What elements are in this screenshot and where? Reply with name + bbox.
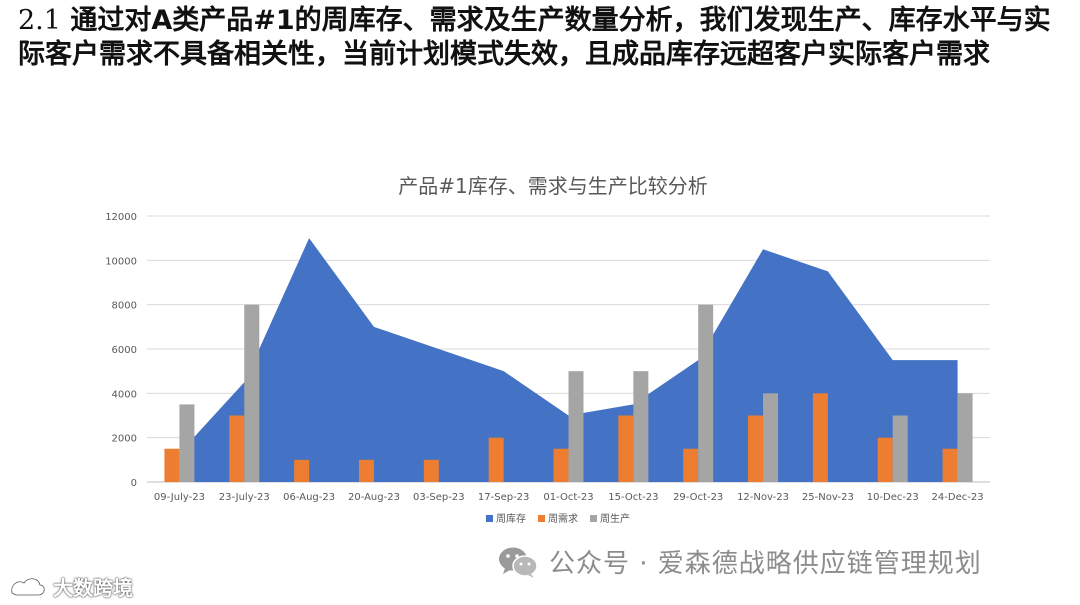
brand-logo-icon [10, 577, 46, 596]
bar-production [633, 371, 649, 482]
bar-production [179, 404, 195, 482]
brand-logo-text: 大数跨境 [53, 576, 133, 600]
legend-label: 周库存 [496, 512, 526, 525]
bar-demand [618, 415, 634, 482]
y-tick-label: 2000 [112, 434, 137, 445]
watermark-text: 公众号 · 爱森德战略供应链管理规划 [549, 549, 982, 579]
x-tick-label: 20-Aug-23 [348, 492, 400, 503]
x-tick-label: 23-July-23 [219, 492, 270, 503]
x-tick-label: 06-Aug-23 [283, 492, 335, 503]
x-tick-label: 25-Nov-23 [802, 492, 854, 503]
bar-production [698, 304, 714, 482]
bar-demand [942, 448, 958, 482]
x-tick-label: 29-Oct-23 [673, 492, 723, 503]
legend-label: 周生产 [600, 512, 630, 525]
bar-demand [877, 437, 893, 482]
legend-swatch [486, 515, 493, 522]
legend-swatch [538, 515, 545, 522]
bar-demand [683, 448, 699, 482]
chart-title: 产品#1库存、需求与生产比较分析 [398, 174, 707, 198]
bar-series-layer [164, 304, 973, 482]
legend: 周库存 周需求 周生产 [486, 512, 630, 525]
bar-production [957, 393, 973, 482]
x-tick-label: 03-Sep-23 [413, 492, 465, 503]
bar-demand [748, 415, 764, 482]
y-tick-label: 8000 [112, 301, 137, 312]
y-tick-label: 0 [131, 478, 137, 489]
bar-demand [812, 393, 828, 482]
y-tick-label: 6000 [112, 345, 137, 356]
bar-demand [358, 459, 374, 482]
bar-demand [488, 437, 504, 482]
bar-production [244, 304, 260, 482]
x-axis: 09-July-23 23-July-23 06-Aug-23 20-Aug-23 03… [154, 492, 984, 503]
x-tick-label: 12-Nov-23 [737, 492, 789, 503]
x-tick-label: 10-Dec-23 [867, 492, 919, 503]
y-tick-label: 4000 [112, 389, 137, 400]
x-tick-label: 01-Oct-23 [543, 492, 593, 503]
legend-label: 周需求 [548, 513, 578, 525]
section-number: 2.1 [18, 5, 61, 36]
bar-production [892, 415, 908, 482]
x-tick-label: 24-Dec-23 [932, 492, 984, 503]
wechat-icon [499, 547, 538, 578]
bar-production [763, 393, 779, 482]
watermark: 公众号 · 爱森德战略供应链管理规划 [497, 543, 982, 580]
x-tick-label: 09-July-23 [154, 492, 205, 503]
legend-swatch [590, 515, 597, 522]
y-tick-label: 12000 [105, 212, 137, 223]
bar-demand [294, 459, 310, 482]
brand-logo: 大数跨境 [8, 572, 133, 601]
bar-demand [423, 459, 439, 482]
headline-text: 通过对A类产品#1的周库存、需求及生产数量分析，我们发现生产、库存水平与实际客户… [18, 5, 1051, 70]
page-headline: 2.1 通过对A类产品#1的周库存、需求及生产数量分析，我们发现生产、库存水平与… [18, 4, 1068, 72]
x-tick-label: 17-Sep-23 [478, 492, 530, 503]
bar-demand [229, 415, 245, 482]
bar-demand [164, 448, 180, 482]
bar-demand [553, 448, 569, 482]
bar-production [568, 371, 584, 482]
x-tick-label: 15-Oct-23 [608, 492, 658, 503]
y-tick-label: 10000 [105, 256, 137, 267]
y-axis: 0 2000 4000 6000 8000 10000 12000 [105, 212, 137, 489]
